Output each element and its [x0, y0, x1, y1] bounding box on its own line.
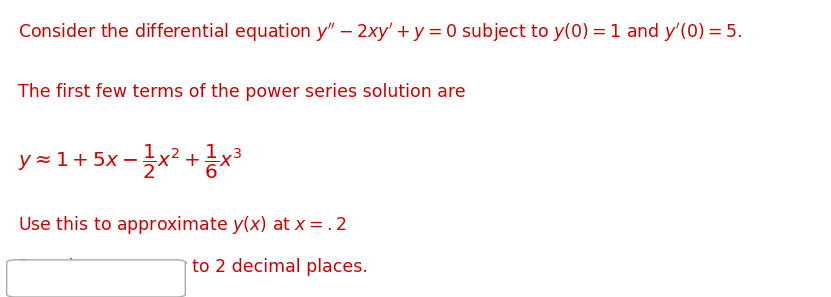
Text: Consider the differential equation $y'' - 2xy' + y = 0$ subject to $y(0) = 1$ an: Consider the differential equation $y'' …	[18, 21, 742, 44]
Text: Use this to approximate $y(x)$ at $x = .2$: Use this to approximate $y(x)$ at $x = .…	[18, 214, 347, 236]
Text: The first few terms of the power series solution are: The first few terms of the power series …	[18, 83, 466, 101]
Text: $y \approx 1 + 5x - \dfrac{1}{2}x^2 + \dfrac{1}{6}x^3$: $y \approx 1 + 5x - \dfrac{1}{2}x^2 + \d…	[18, 143, 243, 181]
FancyBboxPatch shape	[7, 260, 185, 297]
Text: Round your answer to 2 decimal places.: Round your answer to 2 decimal places.	[18, 258, 368, 277]
